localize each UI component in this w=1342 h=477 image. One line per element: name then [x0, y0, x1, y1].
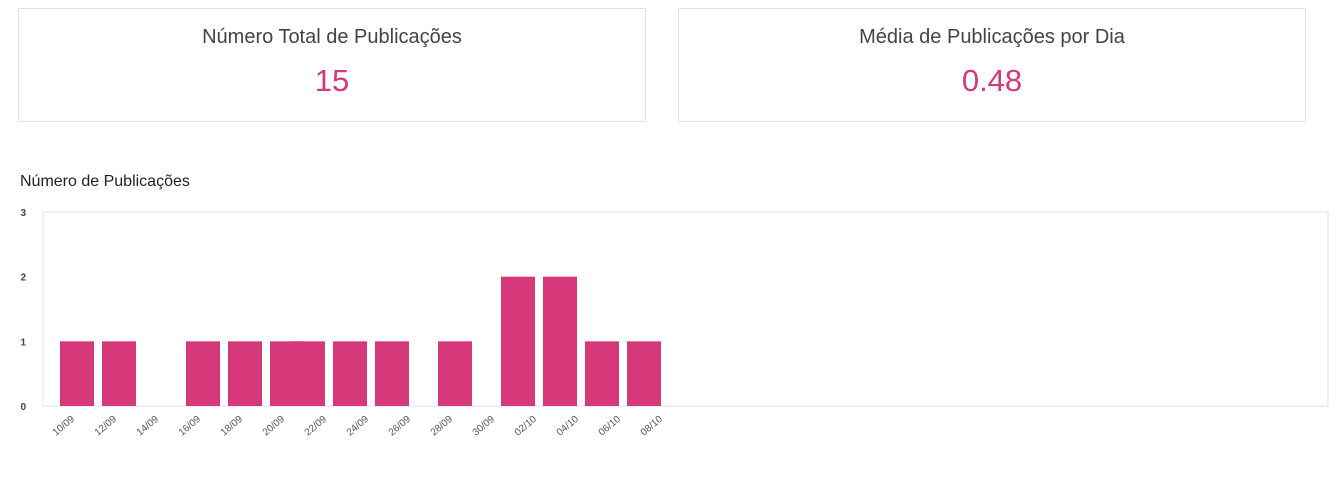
- chart-title: Número de Publicações: [20, 173, 190, 190]
- bar-12-09: [102, 341, 136, 406]
- total-publications-value: 15: [314, 63, 350, 98]
- x-tick-label: 08/10: [639, 414, 666, 439]
- bar-07-10: [627, 341, 661, 406]
- bar-10-09: [60, 341, 94, 406]
- bar-05-10: [585, 341, 619, 406]
- x-tick-label: 30/09: [471, 414, 498, 439]
- bar-25-09: [375, 341, 409, 406]
- y-tick-label: 0: [20, 402, 26, 413]
- x-tick-label: 28/09: [429, 414, 456, 439]
- average-publications-value: 0.48: [961, 63, 1023, 98]
- x-tick-label: 26/09: [387, 414, 414, 439]
- x-tick-label: 20/09: [261, 414, 288, 439]
- bar-03-10: [543, 276, 577, 406]
- bar-28-09: [438, 341, 472, 406]
- y-tick-label: 2: [20, 273, 26, 284]
- bar-18-09: [228, 341, 262, 406]
- bar-21-09: [291, 341, 325, 406]
- bar-23-09: [333, 341, 367, 406]
- x-tick-label: 02/10: [513, 414, 540, 439]
- x-tick-label: 22/09: [303, 414, 330, 439]
- total-publications-card: Número Total de Publicações 15: [18, 8, 646, 122]
- x-tick-label: 16/09: [177, 414, 204, 439]
- bar-01-10: [501, 276, 535, 406]
- total-publications-label: Número Total de Publicações: [202, 26, 462, 48]
- x-tick-label: 18/09: [219, 414, 246, 439]
- plot-area: [42, 211, 1329, 407]
- y-tick-label: 3: [20, 208, 26, 219]
- bar-16-09: [186, 341, 220, 406]
- x-tick-label: 24/09: [345, 414, 372, 439]
- average-publications-card: Média de Publicações por Dia 0.48: [678, 8, 1306, 122]
- x-tick-label: 14/09: [135, 414, 162, 439]
- x-tick-label: 12/09: [93, 414, 120, 439]
- average-publications-label: Média de Publicações por Dia: [859, 26, 1125, 48]
- x-tick-label: 06/10: [597, 414, 624, 439]
- x-tick-label: 04/10: [555, 414, 582, 439]
- y-tick-label: 1: [20, 337, 26, 348]
- x-tick-label: 10/09: [51, 414, 78, 439]
